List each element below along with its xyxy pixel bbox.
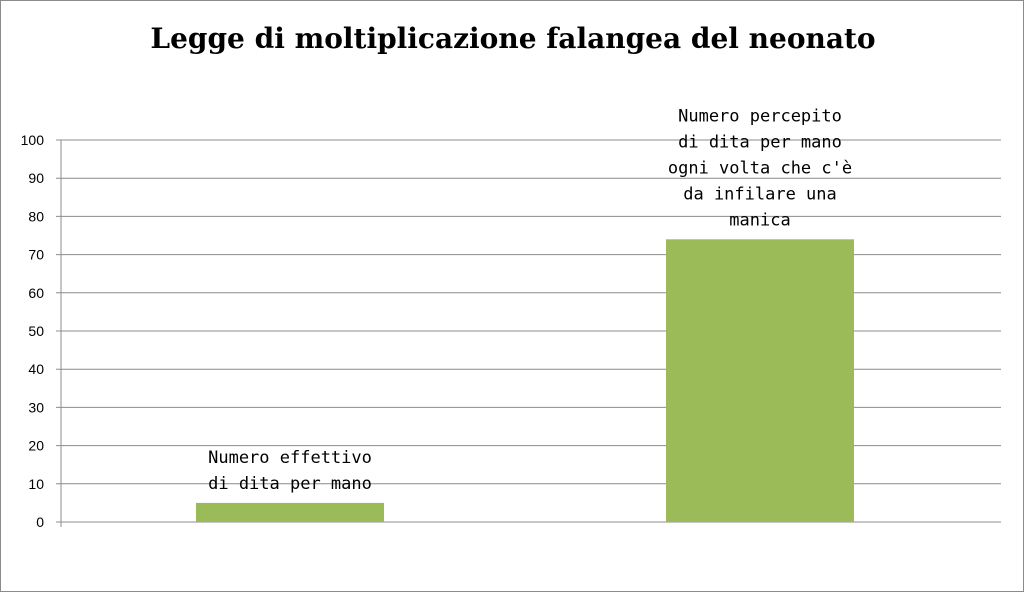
y-tick-label: 20: [28, 438, 44, 454]
bar-data-label: Numero percepito: [678, 106, 842, 126]
bar-data-label: ogni volta che c'è: [668, 158, 852, 178]
chart-title: Legge di moltiplicazione falangea del ne…: [150, 22, 875, 55]
y-tick-label: 30: [28, 399, 44, 415]
bar-data-label: di dita per mano: [208, 474, 372, 494]
bar-data-label: da infilare una: [683, 184, 837, 204]
y-tick-label: 80: [28, 208, 44, 224]
y-tick-label: 90: [28, 170, 44, 186]
y-tick-label: 10: [28, 476, 44, 492]
y-tick-label: 0: [36, 514, 44, 530]
y-axis-ticks: 0 10 20 30 40 50 60 70 80 90 100: [21, 132, 45, 530]
y-tick-label: 60: [28, 285, 44, 301]
y-tick-label: 50: [28, 323, 44, 339]
bar-data-label: di dita per mano: [678, 132, 842, 152]
y-tick-label: 70: [28, 247, 44, 263]
bar: [196, 502, 384, 522]
gridlines: [56, 139, 1001, 527]
bars: [196, 239, 854, 522]
bar: [666, 239, 854, 522]
data-labels: Numero effettivo di dita per mano Numero p…: [208, 106, 852, 494]
y-tick-label: 100: [21, 132, 45, 148]
bar-data-label: Numero effettivo: [208, 448, 372, 468]
y-tick-label: 40: [28, 361, 44, 377]
bar-data-label: manica: [729, 210, 790, 230]
